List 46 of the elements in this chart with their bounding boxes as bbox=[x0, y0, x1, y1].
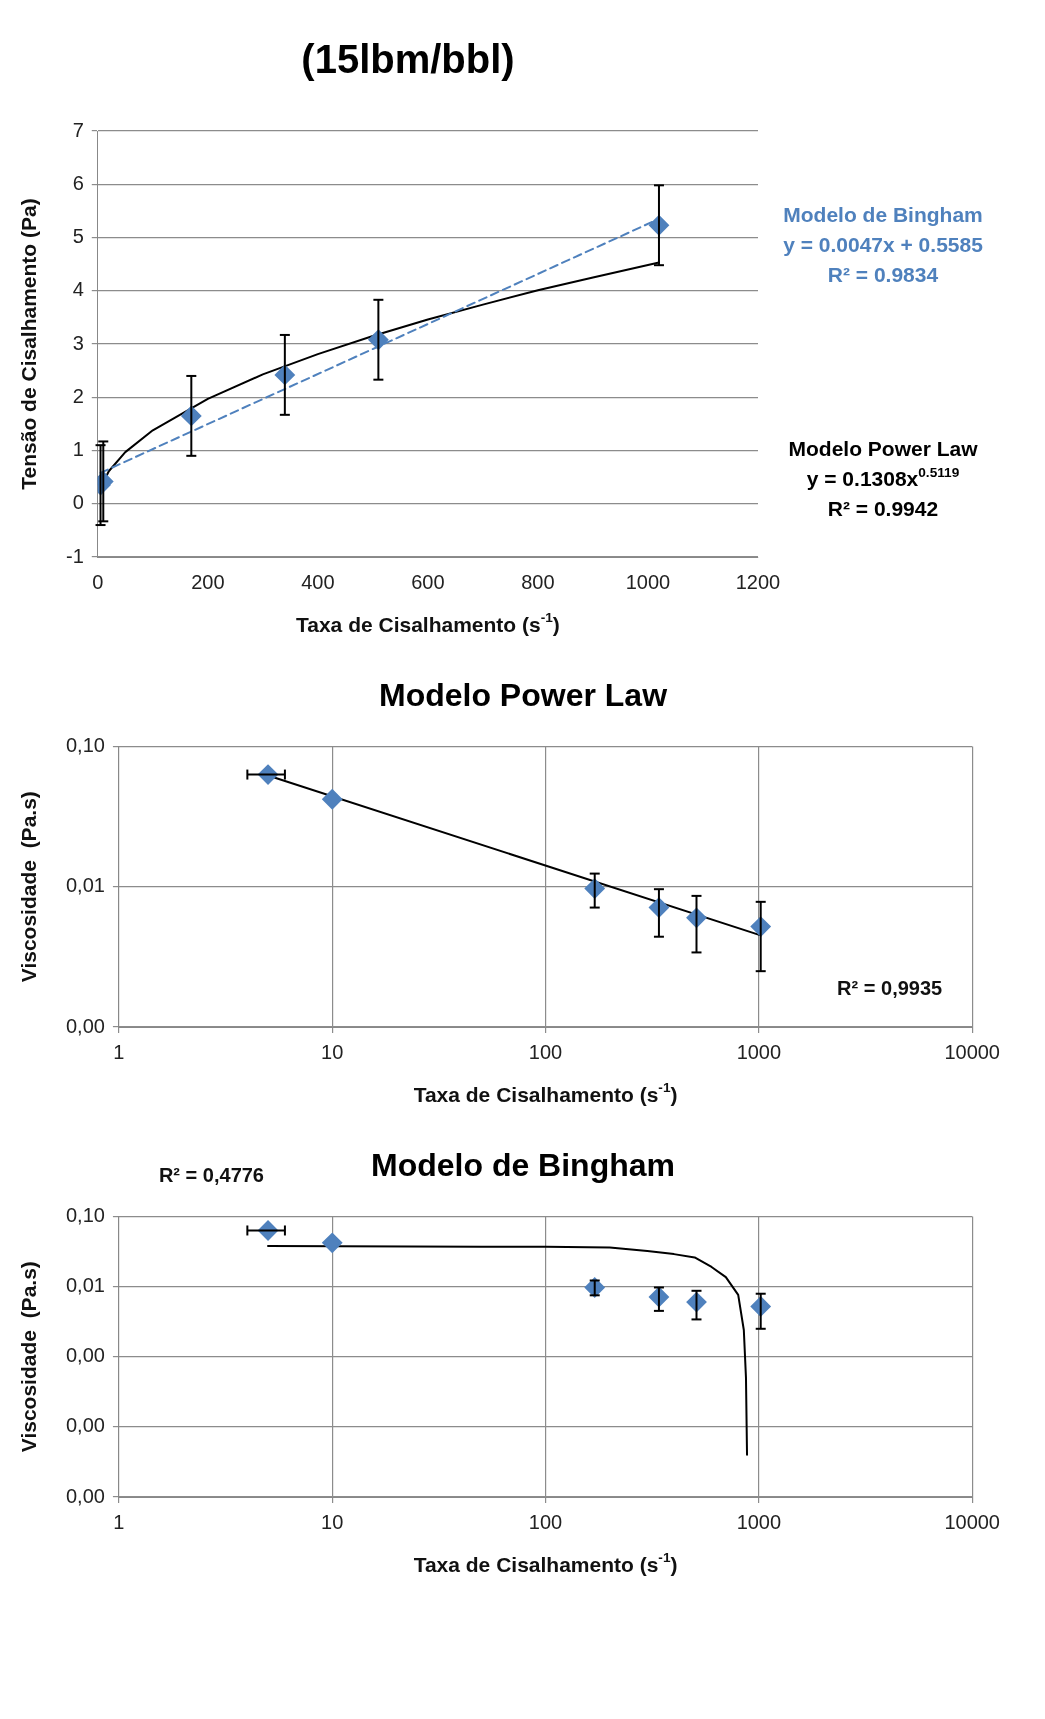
y-tick-label: 0,00 bbox=[65, 1014, 105, 1037]
chart-title: Modelo Power Law bbox=[378, 677, 668, 714]
y-tick-label: 7 bbox=[72, 118, 84, 141]
y-tick-label: 0,10 bbox=[65, 1203, 105, 1226]
y-tick-label: 0,00 bbox=[65, 1484, 105, 1507]
text: R² = 0.9942 bbox=[827, 497, 939, 521]
text: y = 0.0047x + 0.5585 bbox=[783, 233, 984, 256]
x-tick-label: 10 bbox=[321, 1040, 344, 1063]
x-tick-label: 10000 bbox=[944, 1510, 1000, 1533]
x-tick-label: 200 bbox=[191, 570, 225, 593]
x-tick-label: 100 bbox=[528, 1040, 563, 1063]
y-tick-label: 0,01 bbox=[65, 874, 105, 897]
y-tick-label: 6 bbox=[72, 171, 84, 194]
y-axis-title: Viscosidade (Pa.s) bbox=[16, 1261, 40, 1453]
y-tick-label: 0 bbox=[72, 491, 84, 514]
annotation: R² = 0,9935 bbox=[837, 976, 943, 999]
x-tick-label: 10 bbox=[321, 1510, 344, 1533]
y-tick-label: 0,01 bbox=[65, 1274, 105, 1297]
y-tick-label: 2 bbox=[72, 384, 84, 407]
x-tick-label: 100 bbox=[528, 1510, 563, 1533]
text: Modelo de Bingham bbox=[783, 203, 983, 226]
y-tick-label: 5 bbox=[72, 225, 84, 248]
y-tick-label: 3 bbox=[72, 331, 84, 354]
x-tick-label: 10000 bbox=[944, 1040, 1000, 1063]
x-tick-label: 1000 bbox=[625, 570, 671, 593]
x-tick-label: 1000 bbox=[736, 1510, 782, 1533]
y-tick-label: -1 bbox=[65, 544, 84, 567]
y-tick-label: 0,00 bbox=[65, 1344, 105, 1367]
x-tick-label: 400 bbox=[301, 570, 335, 593]
x-tick-label: 1 bbox=[113, 1040, 125, 1063]
y-tick-label: 4 bbox=[72, 278, 84, 301]
chart-title: (15lbm/bbl) bbox=[301, 37, 515, 82]
y-axis-title: Viscosidade (Pa.s) bbox=[16, 791, 40, 983]
y-tick-label: 0,10 bbox=[65, 733, 105, 756]
x-tick-label: 800 bbox=[521, 570, 555, 593]
text: R² = 0,4776 bbox=[158, 1163, 264, 1186]
x-tick-label: 600 bbox=[411, 570, 445, 593]
text: Modelo Power Law bbox=[788, 437, 979, 461]
x-tick-label: 1200 bbox=[735, 570, 781, 593]
y-axis-title: Tensão de Cisalhamento (Pa) bbox=[16, 198, 40, 490]
chart-title: Modelo de Bingham bbox=[371, 1147, 675, 1184]
text: R² = 0.9834 bbox=[827, 263, 939, 286]
y-tick-label: 1 bbox=[72, 438, 84, 461]
y-tick-label: 0,00 bbox=[65, 1414, 105, 1437]
x-tick-label: 1000 bbox=[736, 1040, 782, 1063]
x-tick-label: 1 bbox=[113, 1510, 125, 1533]
